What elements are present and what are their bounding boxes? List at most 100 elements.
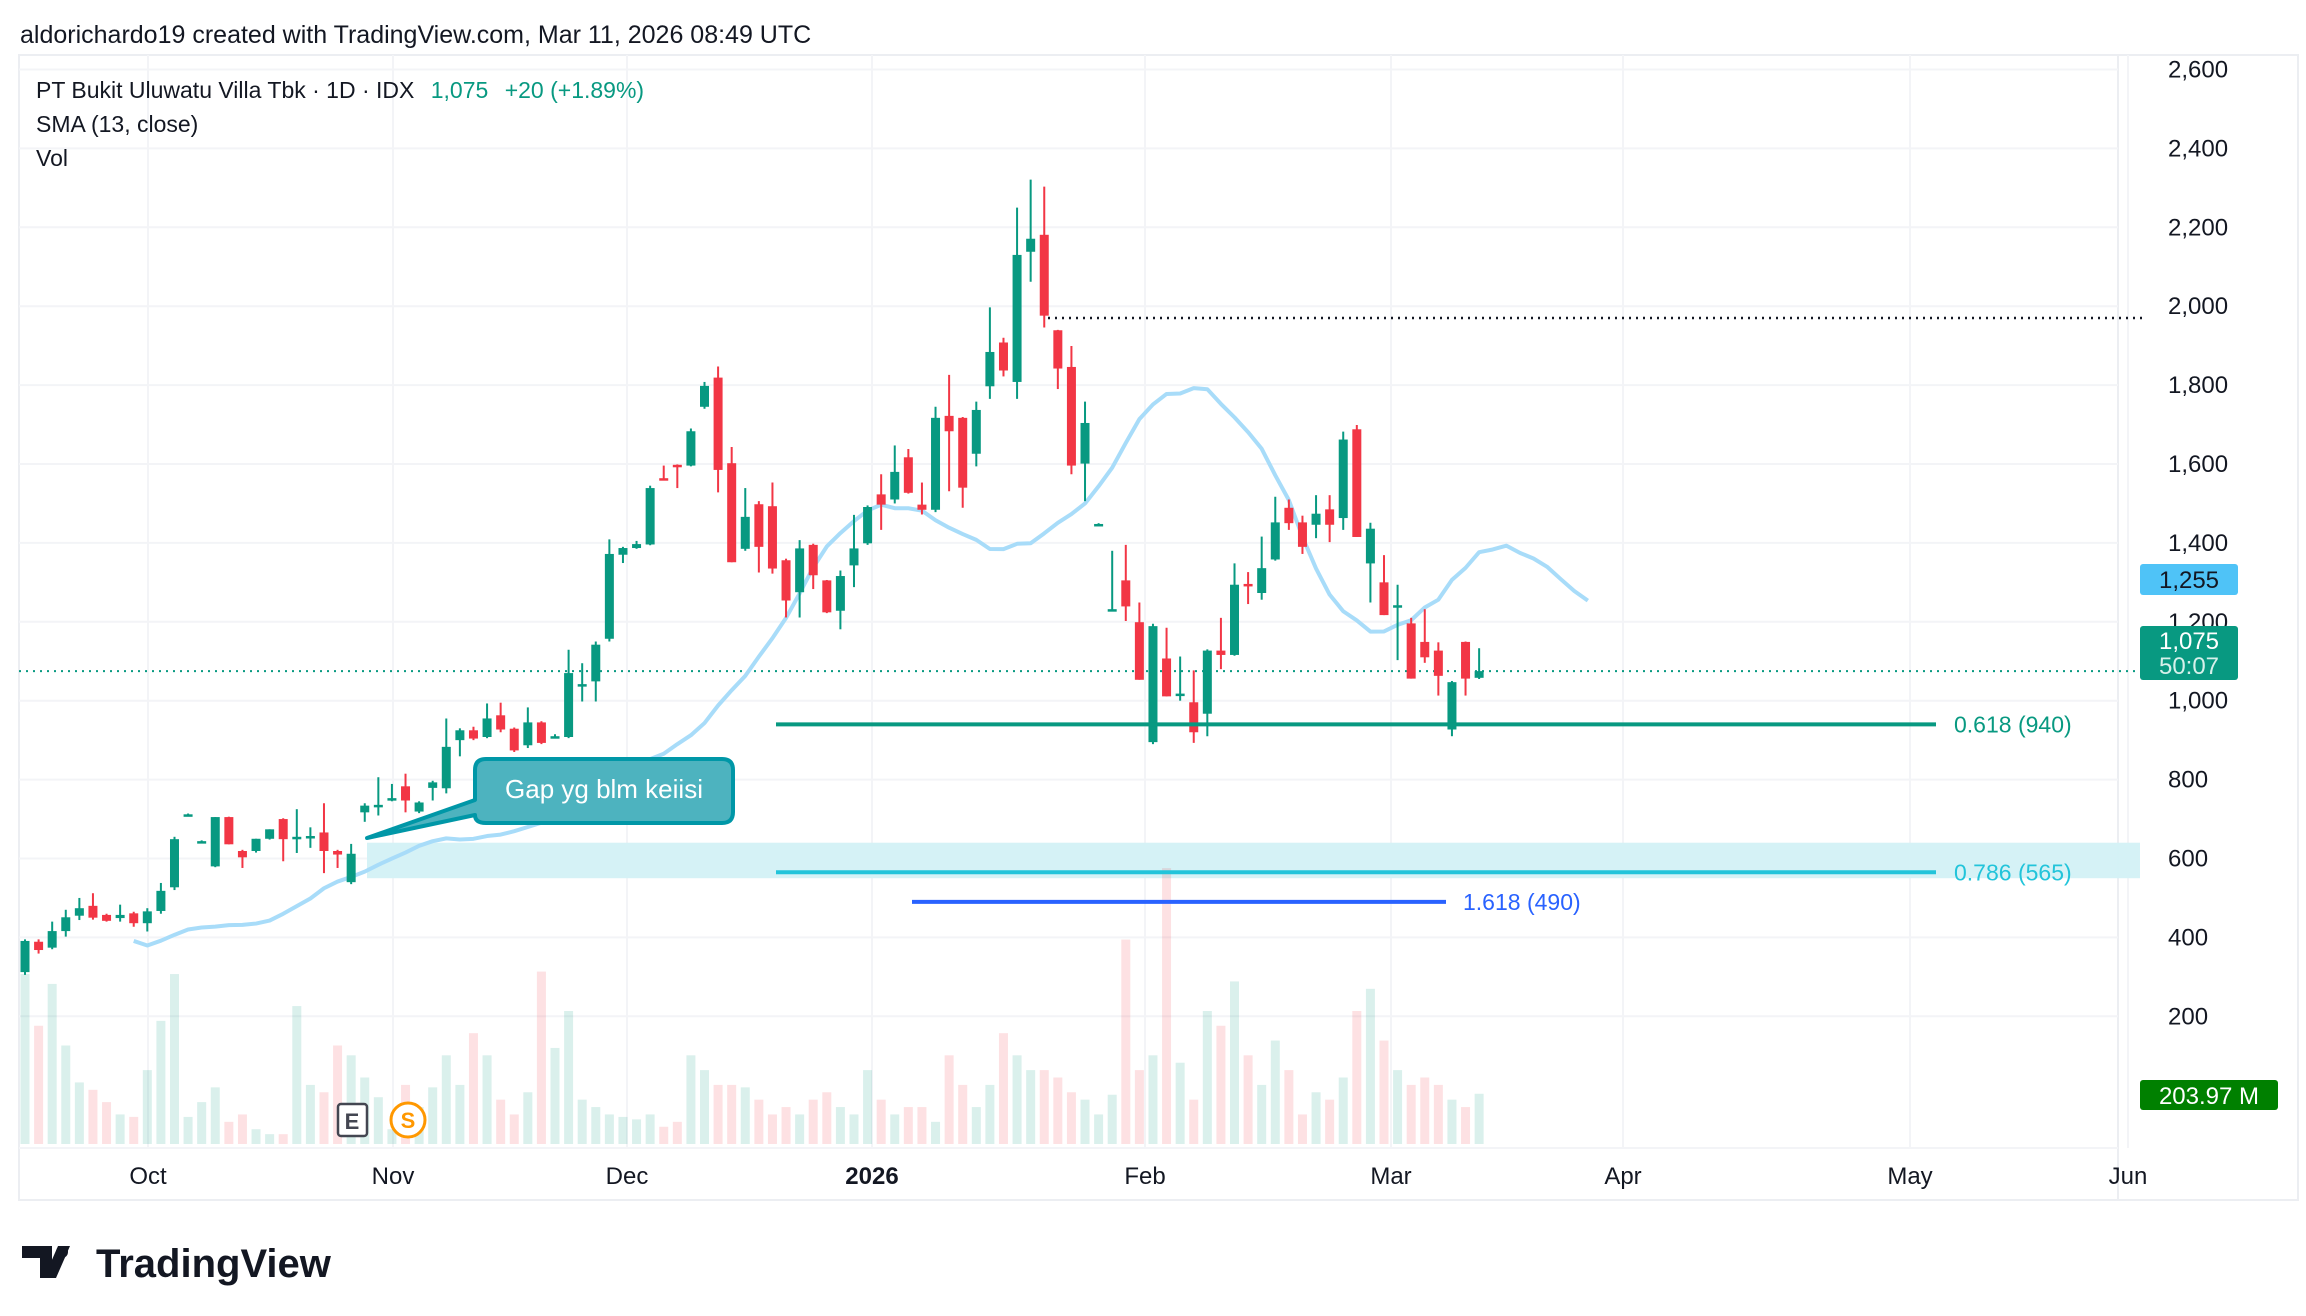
candle-body: [958, 417, 968, 488]
candle-body: [998, 342, 1008, 371]
candle-body: [740, 516, 750, 549]
candle: [156, 882, 166, 914]
candle-body: [1243, 583, 1253, 587]
candle-body: [1230, 584, 1240, 655]
legend-change: +20 (+1.89%): [505, 77, 644, 103]
candle: [428, 780, 438, 801]
candle: [115, 904, 125, 922]
volume-bar: [509, 1114, 519, 1144]
candle-body: [428, 782, 438, 788]
volume-bar: [713, 1084, 723, 1144]
fib-0786-label: 0.786 (565): [1954, 859, 2072, 885]
candle: [455, 728, 465, 757]
candle-body: [401, 786, 411, 801]
grid: [19, 55, 2129, 1148]
candle: [1026, 179, 1036, 282]
volume-bar: [1202, 1010, 1212, 1144]
candle: [808, 543, 818, 590]
price-axis[interactable]: 2,6002,4002,2002,0001,8001,6001,4001,200…: [2168, 57, 2228, 1031]
candle: [197, 840, 207, 844]
candle: [1202, 649, 1212, 737]
split-marker[interactable]: S: [389, 1101, 427, 1139]
candle-body: [346, 853, 356, 883]
volume-bar: [604, 1114, 614, 1144]
candle: [1107, 550, 1117, 612]
candle: [1311, 495, 1321, 539]
volume-bar: [34, 1025, 44, 1144]
candle: [251, 838, 261, 853]
volume-bar: [618, 1116, 628, 1144]
candle: [210, 817, 220, 868]
sma-line[interactable]: [133, 386, 1590, 948]
earnings-icon: [336, 1102, 369, 1138]
candle: [713, 366, 723, 493]
volume-bar: [931, 1121, 941, 1144]
candle-body: [197, 841, 207, 844]
candle-body: [1134, 622, 1144, 680]
candle-body: [645, 488, 655, 545]
candle-body: [985, 351, 995, 387]
candle: [1420, 609, 1430, 663]
candle-body: [1338, 439, 1348, 519]
candle: [835, 570, 845, 630]
candle-body: [1189, 702, 1199, 733]
legend-sma[interactable]: SMA (13, close): [36, 111, 198, 137]
candle: [129, 911, 139, 927]
candle: [795, 540, 805, 618]
candle: [346, 843, 356, 885]
candle-body: [169, 839, 179, 888]
volume-bar: [1080, 1099, 1090, 1144]
volume-bar: [47, 983, 57, 1144]
candle: [1406, 617, 1416, 679]
candle-body: [944, 415, 954, 432]
volume-bar: [1447, 1099, 1457, 1144]
gap-callout[interactable]: Gap yg blm keiisi: [365, 757, 735, 840]
candle: [74, 897, 84, 921]
candle: [278, 818, 288, 862]
volume-bar: [305, 1084, 315, 1144]
candle-body: [577, 684, 587, 687]
candle-body: [523, 722, 533, 746]
candle-body: [591, 644, 601, 682]
candle: [333, 849, 343, 868]
volume-bar: [129, 1116, 139, 1144]
volume-bar: [1121, 939, 1131, 1144]
legend-vol[interactable]: Vol: [36, 145, 68, 171]
fib-0618-label: 0.618 (940): [1954, 711, 2072, 737]
candle-body: [632, 544, 642, 549]
volume-bar: [61, 1045, 71, 1144]
candle: [1297, 515, 1307, 554]
time-tick-label: Oct: [129, 1163, 167, 1190]
price-tick-label: 200: [2168, 1003, 2208, 1030]
candle-body: [265, 829, 275, 839]
price-tick-label: 600: [2168, 846, 2208, 873]
earnings-marker[interactable]: E: [336, 1102, 369, 1138]
volume-bar: [102, 1102, 112, 1144]
volume-bar: [183, 1116, 193, 1144]
candle-body: [237, 851, 247, 858]
volume-bar: [740, 1087, 750, 1144]
volume-bar: [849, 1114, 859, 1144]
time-axis[interactable]: Oct Nov Dec 2026 Feb Mar Apr May Jun: [129, 1163, 2147, 1190]
tradingview-logo[interactable]: TradingView: [22, 1242, 332, 1286]
candle-body: [795, 548, 805, 593]
candle: [183, 813, 193, 817]
candle: [1352, 424, 1362, 537]
price-badge-value: 1,075: [2159, 628, 2219, 655]
candle: [1393, 584, 1403, 661]
candle: [1284, 499, 1294, 530]
candle-body: [849, 548, 859, 566]
volume-bar: [20, 974, 30, 1144]
candle: [985, 307, 995, 399]
candle-body: [360, 805, 370, 813]
candle-body: [1162, 658, 1172, 697]
candle-body: [509, 728, 519, 751]
candle: [971, 401, 981, 467]
candle: [767, 482, 777, 574]
candle-body: [1148, 626, 1158, 743]
volume-bar: [1257, 1084, 1267, 1144]
price-tick-label: 2,400: [2168, 135, 2228, 162]
candle-body: [319, 832, 329, 852]
volume-bar: [237, 1114, 247, 1144]
